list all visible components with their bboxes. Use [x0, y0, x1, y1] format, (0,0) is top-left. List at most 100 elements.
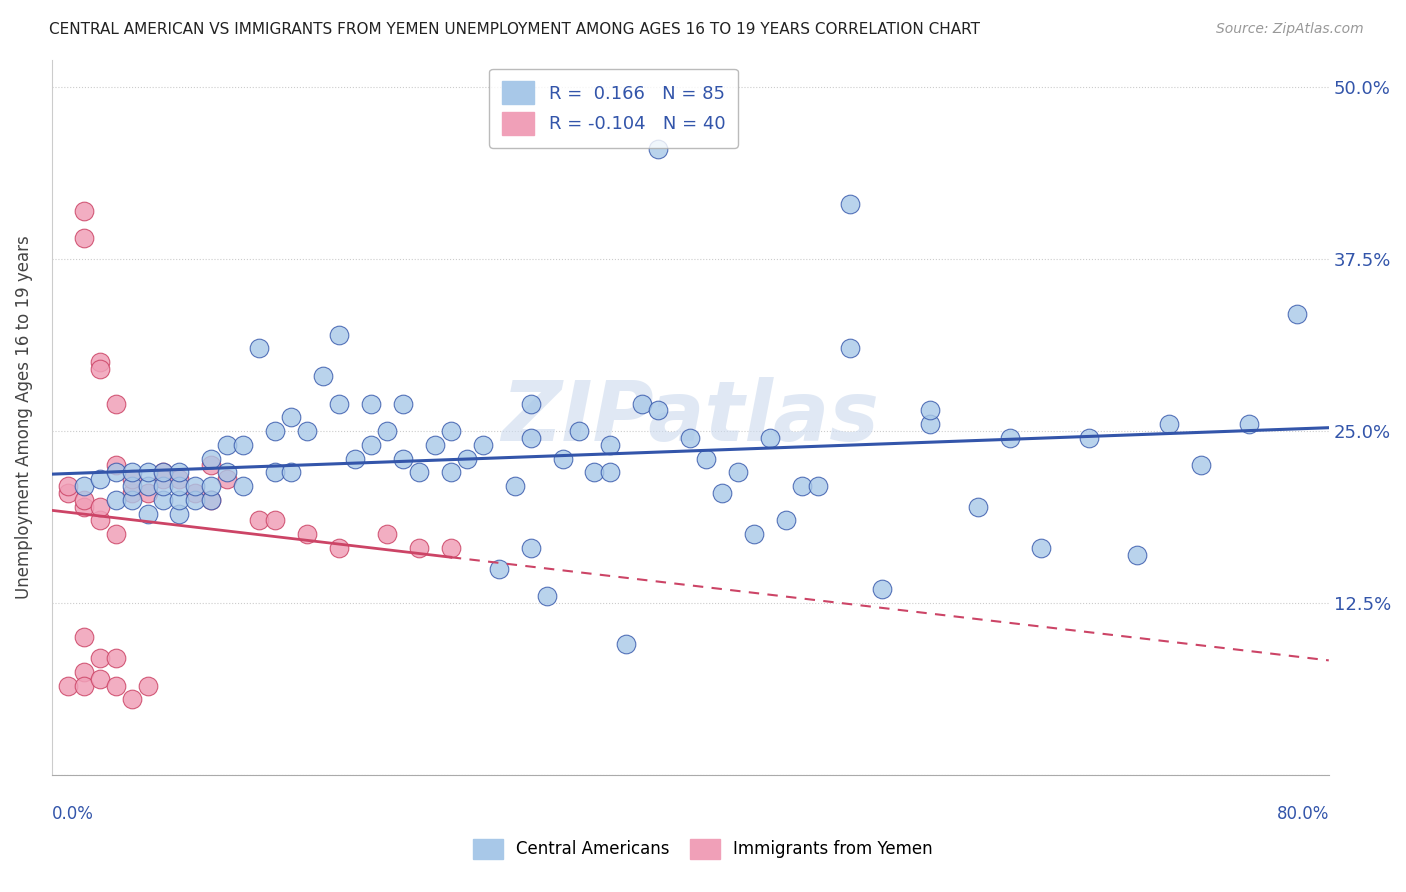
Point	[104, 458, 127, 473]
Point	[711, 486, 734, 500]
Point	[169, 507, 191, 521]
Point	[408, 465, 430, 479]
Point	[89, 513, 111, 527]
Point	[104, 465, 127, 479]
Text: 80.0%: 80.0%	[1277, 805, 1329, 823]
Point	[169, 465, 191, 479]
Text: Source: ZipAtlas.com: Source: ZipAtlas.com	[1216, 22, 1364, 37]
Point	[616, 637, 638, 651]
Point	[217, 472, 239, 486]
Point	[1189, 458, 1212, 473]
Point	[89, 472, 111, 486]
Point	[456, 451, 478, 466]
Point	[440, 541, 463, 555]
Point	[264, 465, 287, 479]
Point	[169, 479, 191, 493]
Point	[200, 492, 222, 507]
Point	[280, 410, 302, 425]
Point	[647, 142, 669, 156]
Point	[104, 679, 127, 693]
Text: CENTRAL AMERICAN VS IMMIGRANTS FROM YEMEN UNEMPLOYMENT AMONG AGES 16 TO 19 YEARS: CENTRAL AMERICAN VS IMMIGRANTS FROM YEME…	[49, 22, 980, 37]
Point	[344, 451, 367, 466]
Point	[1126, 548, 1149, 562]
Point	[727, 465, 749, 479]
Point	[1159, 417, 1181, 431]
Point	[998, 431, 1021, 445]
Point	[295, 424, 318, 438]
Point	[136, 507, 159, 521]
Point	[375, 527, 398, 541]
Point	[679, 431, 702, 445]
Point	[488, 561, 510, 575]
Point	[918, 403, 941, 417]
Point	[440, 465, 463, 479]
Point	[200, 451, 222, 466]
Point	[104, 527, 127, 541]
Point	[200, 492, 222, 507]
Point	[200, 479, 222, 493]
Point	[264, 424, 287, 438]
Point	[104, 651, 127, 665]
Point	[328, 396, 350, 410]
Point	[360, 396, 382, 410]
Legend: Central Americans, Immigrants from Yemen: Central Americans, Immigrants from Yemen	[467, 832, 939, 866]
Point	[89, 651, 111, 665]
Point	[89, 500, 111, 514]
Point	[471, 438, 494, 452]
Point	[217, 438, 239, 452]
Point	[838, 197, 860, 211]
Point	[152, 465, 174, 479]
Point	[136, 479, 159, 493]
Point	[519, 431, 541, 445]
Point	[152, 479, 174, 493]
Point	[918, 417, 941, 431]
Point	[104, 396, 127, 410]
Point	[790, 479, 813, 493]
Point	[1285, 307, 1308, 321]
Point	[536, 589, 558, 603]
Point	[56, 479, 79, 493]
Text: 0.0%: 0.0%	[52, 805, 94, 823]
Point	[247, 342, 270, 356]
Point	[567, 424, 589, 438]
Point	[631, 396, 654, 410]
Point	[775, 513, 797, 527]
Point	[121, 472, 143, 486]
Point	[136, 486, 159, 500]
Point	[56, 679, 79, 693]
Point	[169, 472, 191, 486]
Point	[73, 203, 96, 218]
Point	[375, 424, 398, 438]
Point	[73, 679, 96, 693]
Point	[73, 631, 96, 645]
Point	[73, 665, 96, 679]
Point	[232, 479, 254, 493]
Point	[503, 479, 526, 493]
Point	[408, 541, 430, 555]
Point	[56, 486, 79, 500]
Point	[742, 527, 765, 541]
Point	[121, 692, 143, 706]
Point	[89, 362, 111, 376]
Point	[440, 424, 463, 438]
Point	[200, 458, 222, 473]
Point	[966, 500, 988, 514]
Point	[280, 465, 302, 479]
Y-axis label: Unemployment Among Ages 16 to 19 years: Unemployment Among Ages 16 to 19 years	[15, 235, 32, 599]
Point	[184, 492, 207, 507]
Point	[1031, 541, 1053, 555]
Point	[121, 486, 143, 500]
Point	[599, 465, 621, 479]
Legend: R =  0.166   N = 85, R = -0.104   N = 40: R = 0.166 N = 85, R = -0.104 N = 40	[489, 69, 738, 147]
Point	[360, 438, 382, 452]
Point	[217, 465, 239, 479]
Point	[89, 672, 111, 686]
Point	[73, 479, 96, 493]
Point	[169, 492, 191, 507]
Point	[121, 465, 143, 479]
Point	[73, 231, 96, 245]
Point	[423, 438, 446, 452]
Point	[647, 403, 669, 417]
Point	[695, 451, 717, 466]
Point	[551, 451, 574, 466]
